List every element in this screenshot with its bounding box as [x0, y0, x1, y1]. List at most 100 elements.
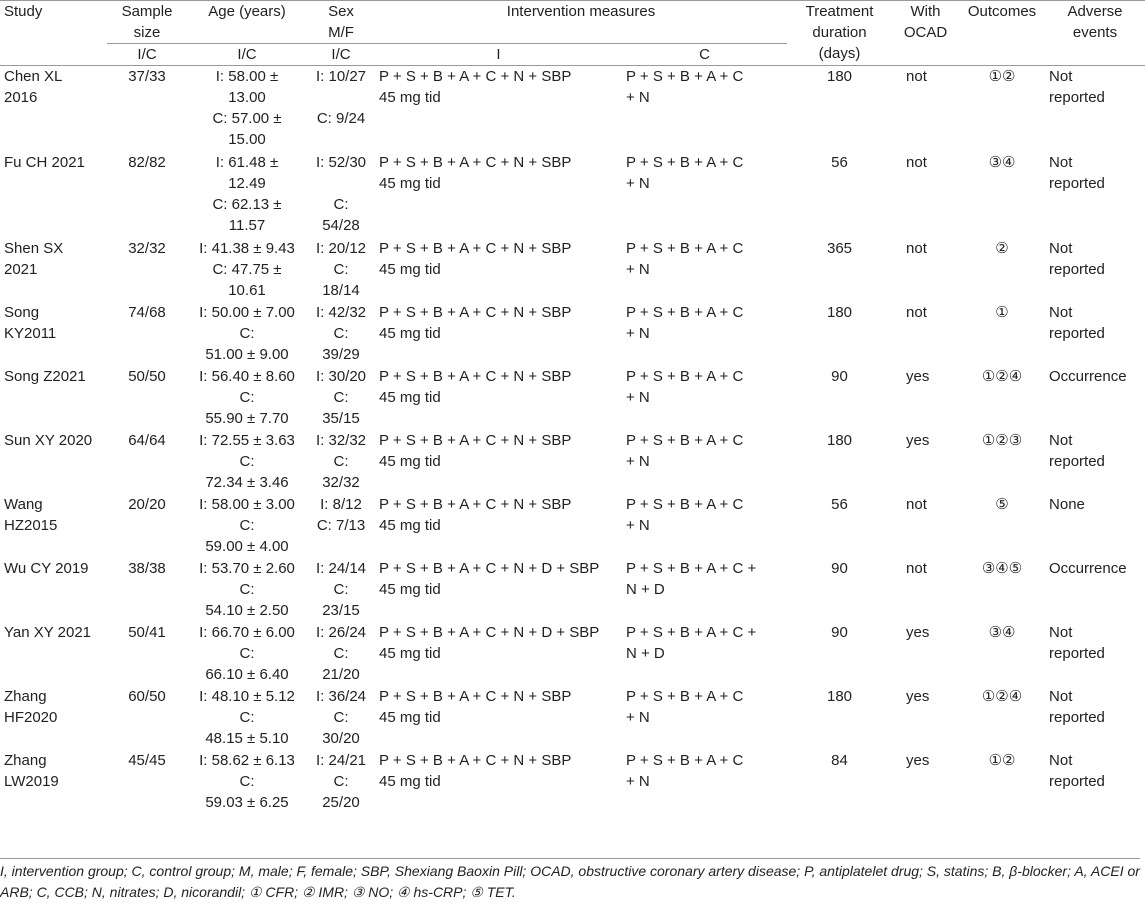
outcomes-cell: ② [995, 239, 1009, 257]
table-row: Sun XY 2020 64/64 I: 72.55 ± 3.63 C: 72.34 ±… [0, 430, 1145, 494]
table-body: Chen XL 2016 37/33 I: 58.00 ±13.00 C: 57.00 … [0, 65, 1145, 814]
outcomes-cell: ③④ [988, 153, 1016, 171]
sex-cell: I: 30/20 C: 35/15 [315, 367, 367, 427]
sample-size-cell: 20/20 [128, 495, 166, 513]
age-cell: I: 72.55 ± 3.63 C: 72.34 ± 3.46 [199, 431, 295, 491]
ocad-cell: not [906, 239, 927, 257]
sex-cell: I: 52/30 C: 54/28 [315, 153, 367, 234]
outcomes-cell: ⑤ [995, 495, 1009, 513]
sample-size-cell: 74/68 [128, 303, 166, 321]
header-sample-size: Sample size [107, 0, 187, 44]
duration-cell: 180 [827, 303, 853, 321]
adverse-cell: Not reported [1049, 431, 1105, 470]
table-row: Zhang LW2019 45/45 I: 58.62 ± 6.13 C: 59.03 ±… [0, 750, 1145, 814]
age-cell: I: 58.62 ± 6.13 C: 59.03 ± 6.25 [199, 751, 295, 811]
table-row: Shen SX 2021 32/32 I: 41.38 ± 9.43 C: 47.75 … [0, 238, 1145, 302]
age-cell: I: 58.00 ±13.00 C: 57.00 ±15.00 [212, 68, 282, 148]
intervention-i-cell: P + S + B + A + C + N + SBP 45 mg tid [379, 495, 572, 534]
ocad-cell: not [906, 303, 927, 321]
study-cell: Chen XL 2016 [4, 68, 63, 106]
header-age: Age (years) [187, 0, 307, 44]
footnote-line: ARB; C, CCB; N, nitrates; D, nicorandil;… [0, 884, 516, 900]
adverse-cell: Not reported [1049, 239, 1105, 278]
intervention-i-cell: P + S + B + A + C + N + D + SBP 45 mg tid [379, 623, 600, 662]
duration-cell: 84 [831, 751, 848, 769]
sex-cell: I: 24/21 C: 25/20 [315, 751, 367, 811]
adverse-cell: Not reported [1049, 68, 1105, 106]
table-row: Fu CH 2021 82/82 I: 61.48 ±12.49 C: 62.13 ±… [0, 152, 1145, 238]
ocad-cell: not [906, 559, 927, 577]
age-cell: I: 61.48 ±12.49 C: 62.13 ±11.57 [212, 153, 282, 234]
intervention-c-cell: P + S + B + A + C + N + D [626, 559, 757, 598]
adverse-cell: Not reported [1049, 303, 1105, 342]
subheader-intervention-i: I [496, 46, 501, 63]
adverse-cell: Not reported [1049, 687, 1105, 726]
age-cell: I: 48.10 ± 5.12 C: 48.15 ± 5.10 [199, 687, 295, 747]
header-sex: Sex M/F [307, 0, 375, 44]
study-cell: Zhang HF2020 [4, 687, 58, 726]
study-cell: Song KY2011 [4, 303, 57, 342]
subheader-sex-ic: I/C [331, 46, 351, 63]
footnote-line: I, intervention group; C, control group;… [0, 863, 1140, 879]
table-row: Wu CY 2019 38/38 I: 53.70 ± 2.60 C: 54.10 ± … [0, 558, 1145, 622]
outcomes-cell: ① [995, 303, 1009, 321]
adverse-cell: Occurrence [1049, 367, 1127, 385]
outcomes-cell: ③④⑤ [981, 559, 1023, 577]
sample-size-cell: 37/33 [128, 68, 166, 85]
intervention-c-cell: P + S + B + A + C + N [626, 431, 744, 470]
subheader-sample-ic: I/C [137, 46, 157, 63]
intervention-i-cell: P + S + B + A + C + N + SBP 45 mg tid [379, 68, 572, 106]
ocad-cell: not [906, 68, 927, 85]
sample-size-cell: 50/41 [128, 623, 166, 641]
study-cell: Wang HZ2015 [4, 495, 58, 534]
sex-cell: I: 32/32 C: 32/32 [315, 431, 367, 491]
study-cell: Wu CY 2019 [4, 559, 89, 577]
intervention-i-cell: P + S + B + A + C + N + SBP 45 mg tid [379, 367, 572, 406]
intervention-i-cell: P + S + B + A + C + N + D + SBP 45 mg tid [379, 559, 600, 598]
duration-cell: 90 [831, 623, 848, 641]
sex-cell: I: 42/32 C: 39/29 [315, 303, 367, 363]
duration-cell: 180 [827, 431, 853, 449]
intervention-c-cell: P + S + B + A + C + N [626, 303, 744, 342]
study-cell: Sun XY 2020 [4, 431, 93, 449]
table-row: Wang HZ2015 20/20 I: 58.00 ± 3.00 C: 59.00 ± … [0, 494, 1145, 558]
sample-size-cell: 32/32 [128, 239, 166, 257]
sample-size-cell: 50/50 [128, 367, 166, 385]
table-row: Chen XL 2016 37/33 I: 58.00 ±13.00 C: 57.00 … [0, 65, 1145, 152]
subheader-intervention-c: C [699, 46, 710, 63]
outcomes-cell: ①② [988, 68, 1016, 85]
duration-cell: 180 [827, 687, 853, 705]
table-row: Song Z2021 50/50 I: 56.40 ± 8.60 C: 55.90 ± … [0, 366, 1145, 430]
duration-cell: 365 [827, 239, 853, 257]
sample-size-cell: 45/45 [128, 751, 166, 769]
adverse-cell: Not reported [1049, 623, 1105, 662]
sex-cell: I: 10/27 C: 9/24 [315, 68, 367, 127]
age-cell: I: 56.40 ± 8.60 C: 55.90 ± 7.70 [199, 367, 295, 427]
intervention-i-cell: P + S + B + A + C + N + SBP 45 mg tid [379, 239, 572, 278]
sex-cell: I: 20/12 C: 18/14 [315, 239, 367, 299]
header-intervention: Intervention measures [375, 0, 788, 44]
outcomes-cell: ①②③ [981, 431, 1023, 449]
intervention-c-cell: P + S + B + A + C + N [626, 68, 744, 106]
intervention-c-cell: P + S + B + A + C + N [626, 751, 744, 790]
age-cell: I: 50.00 ± 7.00 C: 51.00 ± 9.00 [199, 303, 295, 363]
table-row: Song KY2011 74/68 I: 50.00 ± 7.00 C: 51.00 ± … [0, 302, 1145, 366]
study-cell: Zhang LW2019 [4, 751, 59, 790]
ocad-cell: yes [906, 751, 930, 769]
intervention-c-cell: P + S + B + A + C + N [626, 687, 744, 726]
intervention-c-cell: P + S + B + A + C + N [626, 495, 744, 534]
intervention-i-cell: P + S + B + A + C + N + SBP 45 mg tid [379, 751, 572, 790]
header-study: Study [4, 3, 43, 20]
duration-cell: 180 [827, 68, 853, 85]
intervention-c-cell: P + S + B + A + C + N + D [626, 623, 757, 662]
table-row: Zhang HF2020 60/50 I: 48.10 ± 5.12 C: 48.15 ±… [0, 686, 1145, 750]
study-characteristics-table: Study Sample size Age (years) Sex M/F Inte… [0, 0, 1145, 814]
adverse-cell: Not reported [1049, 153, 1105, 192]
adverse-cell: None [1049, 495, 1085, 513]
intervention-i-cell: P + S + B + A + C + N + SBP 45 mg tid [379, 687, 572, 726]
duration-cell: 90 [831, 559, 848, 577]
duration-cell: 56 [831, 153, 848, 171]
sample-size-cell: 60/50 [128, 687, 166, 705]
ocad-cell: yes [906, 687, 930, 705]
